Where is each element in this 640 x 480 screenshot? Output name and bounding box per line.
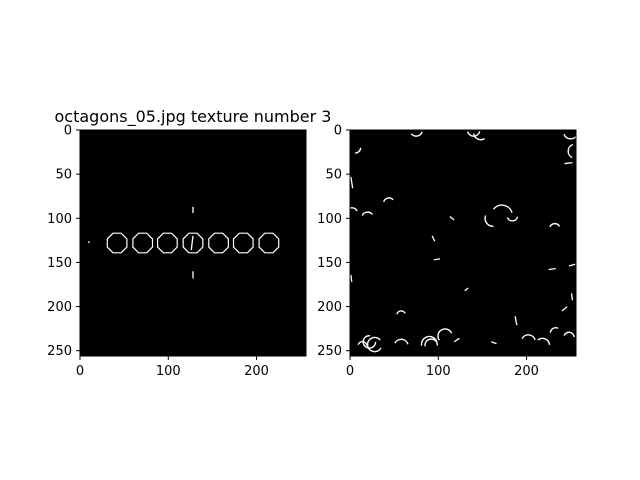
octagon-outline xyxy=(208,232,229,254)
edge-arc xyxy=(563,331,575,338)
edge-arc xyxy=(420,335,438,346)
edge-segment xyxy=(350,274,353,282)
y-tick-label: 150 xyxy=(317,256,342,271)
edge-segment xyxy=(431,235,436,242)
octagon-outline xyxy=(182,232,204,254)
edge-segment xyxy=(453,337,460,343)
edge-arc xyxy=(492,204,513,213)
edge-segment xyxy=(568,263,576,267)
x-tick-label: 0 xyxy=(346,364,354,379)
edge-arc xyxy=(473,133,485,141)
edge-arc xyxy=(521,334,536,341)
edge-arc xyxy=(383,197,394,203)
x-tick-label: 200 xyxy=(514,364,539,379)
edge-arc xyxy=(357,340,368,347)
edge-segment xyxy=(561,306,568,312)
left-plot-title: octagons_05.jpg texture number 3 xyxy=(55,107,332,127)
edge-segment xyxy=(570,293,574,301)
edge-segment xyxy=(350,176,354,189)
edge-segment xyxy=(564,162,573,165)
edge-segment xyxy=(491,341,497,345)
y-tick-label: 50 xyxy=(55,168,72,183)
edge-arc xyxy=(410,131,423,137)
octagon-outline xyxy=(232,232,254,254)
y-tick-label: 50 xyxy=(325,168,342,183)
octagon-outline xyxy=(258,232,280,254)
edge-segment xyxy=(190,235,194,251)
y-tick-label: 100 xyxy=(317,212,342,227)
x-tick-label: 200 xyxy=(244,364,269,379)
left-image-marks xyxy=(87,206,280,279)
edge-arc xyxy=(506,216,519,222)
y-tick-label: 0 xyxy=(334,124,342,139)
edge-arc xyxy=(366,336,382,353)
edge-arc xyxy=(549,327,559,333)
octagon-outline xyxy=(132,232,154,254)
edge-arc xyxy=(355,147,362,154)
edge-arc xyxy=(396,310,406,315)
right-image-marks xyxy=(345,125,578,353)
x-tick-label: 100 xyxy=(156,364,181,379)
edge-segment xyxy=(514,316,518,326)
edge-segment xyxy=(433,258,441,261)
edge-arc xyxy=(345,207,358,213)
edge-segment xyxy=(464,287,469,292)
left-axes-frame xyxy=(79,129,307,357)
left-axes-ticks: 0 100 200 0 50 100 150 200 250 xyxy=(47,124,269,380)
octagon-outline xyxy=(106,232,128,254)
edge-segment xyxy=(449,216,455,221)
edge-arc xyxy=(567,143,574,159)
right-axes-ticks: 0 100 200 0 50 100 150 200 250 xyxy=(317,124,539,380)
edge-segment xyxy=(548,267,556,271)
y-tick-label: 100 xyxy=(47,212,72,227)
edge-arc xyxy=(394,338,409,345)
edge-arc xyxy=(361,211,373,216)
y-tick-label: 250 xyxy=(47,344,72,359)
left-image-background xyxy=(80,130,306,356)
edge-arc xyxy=(484,215,494,227)
octagon-outline xyxy=(157,232,178,254)
right-image-background xyxy=(350,130,576,356)
edge-arc xyxy=(424,338,439,347)
right-image-panel: 0 100 200 0 50 100 150 200 250 xyxy=(317,124,578,380)
x-tick-label: 100 xyxy=(426,364,451,379)
y-tick-label: 150 xyxy=(47,256,72,271)
edge-arc xyxy=(362,334,377,349)
edge-arc xyxy=(537,337,551,345)
y-tick-label: 250 xyxy=(317,344,342,359)
y-tick-label: 200 xyxy=(317,300,342,315)
right-axes-frame xyxy=(349,129,577,357)
edge-arc xyxy=(423,125,435,131)
y-tick-label: 0 xyxy=(64,124,72,139)
left-image-panel: 0 100 200 0 50 100 150 200 250 xyxy=(47,124,307,380)
edge-arc xyxy=(437,328,453,341)
edge-arc xyxy=(549,222,561,228)
x-tick-label: 0 xyxy=(76,364,84,379)
y-tick-label: 200 xyxy=(47,300,72,315)
